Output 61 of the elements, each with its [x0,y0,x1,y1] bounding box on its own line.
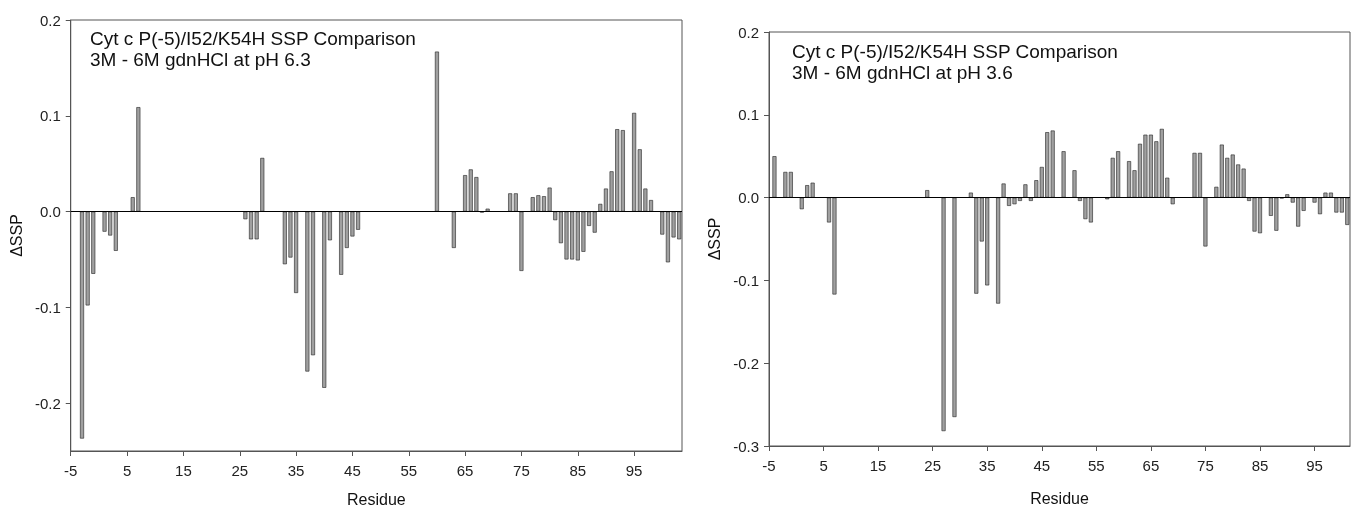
chart-title: Cyt c P(-5)/I52/K54H SSP Comparison [90,28,416,49]
bar [451,211,456,248]
y-tick-label: -0.2 [34,394,61,412]
bar [485,208,490,212]
x-tick-label: 35 [287,462,305,479]
bar [968,192,973,198]
bar [772,156,777,198]
y-axis-title: ΔSSP [7,214,25,257]
bar [1072,170,1077,198]
y-tick-label: -0.1 [733,271,759,289]
x-tick-label: 5 [819,457,828,474]
x-tick-label: 65 [1142,457,1160,474]
bar [1061,151,1066,198]
x-tick-label: 75 [1197,457,1214,474]
bar [1203,197,1208,247]
y-tick-label: -0.3 [733,437,759,455]
bar [1285,194,1290,198]
x-tick-label: 25 [924,457,942,474]
text: 3M - 6M gdnHCl at pH 6.3 [90,49,311,70]
x-tick-label: 15 [869,457,887,474]
y-axis-title: ΔSSP [705,217,723,261]
bar [996,197,1001,304]
x-tick-label: 85 [1251,457,1269,474]
x-tick-label: 5 [122,462,132,479]
y-tick-label: 0.2 [738,23,759,41]
bar [260,157,265,212]
x-tick-label: 35 [978,457,996,474]
x-tick-label: 75 [513,462,530,479]
y-tick-label: -0.2 [733,354,759,372]
bar [1001,183,1006,198]
x-tick-label: 65 [456,462,474,479]
bar [1170,197,1175,205]
y-tick-label: 0.0 [39,203,61,221]
x-axis-title: Residue [1030,489,1089,507]
x-tick-label: 55 [400,462,418,479]
x-tick-label: 55 [1087,457,1105,474]
y-tick-label: 0.1 [39,107,61,125]
bar [799,197,804,210]
text: Cyt c P(-5)/I52/K54H SSP Comparison [792,41,1118,62]
x-tick-label: -5 [64,462,78,479]
x-tick-label: -5 [762,457,776,474]
x-tick-label: 45 [344,462,361,479]
bar [925,190,930,198]
y-tick-label: -0.1 [34,298,61,316]
bar [434,51,439,212]
x-tick-label: 85 [569,462,587,479]
x-tick-label: 25 [231,462,249,479]
bar [941,197,946,432]
x-tick-label: 45 [1033,457,1051,474]
bar [1023,184,1028,198]
x-tick-label: 95 [1306,457,1323,474]
x-tick-label: 15 [175,462,192,479]
y-tick-label: 0.1 [738,106,759,124]
text: 3M - 6M gdnHCl at pH 3.6 [792,62,1013,83]
bar [1028,197,1033,201]
bar [519,211,524,271]
x-axis-title: Residue [347,490,406,508]
y-tick-label: 0.2 [39,11,61,29]
y-tick-label: 0.0 [738,189,759,207]
bar [952,197,957,418]
x-tick-label: 95 [625,462,643,479]
